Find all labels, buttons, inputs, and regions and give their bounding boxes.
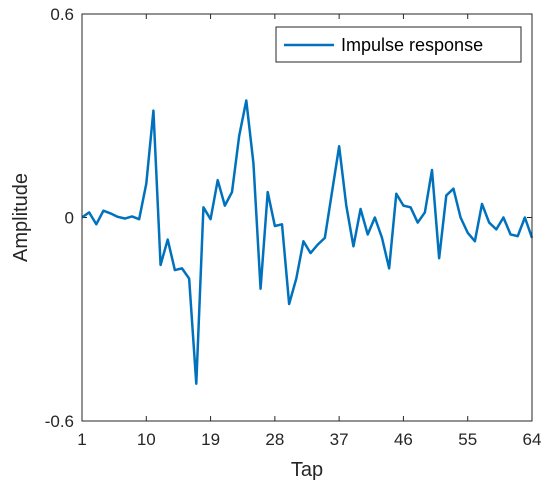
x-axis-label: Tap [291, 459, 323, 481]
legend-entry-impulse-response: Impulse response [341, 35, 483, 55]
x-tick-label-28: 28 [265, 430, 284, 449]
y-tick-label-2: 0.6 [50, 5, 74, 24]
tick-labels: 1 10 19 28 37 46 55 64 -0.6 0 0.6 [45, 5, 542, 449]
series-line-0 [81, 99, 534, 385]
legend: Impulse response [275, 26, 522, 63]
x-tick-label-19: 19 [201, 430, 220, 449]
x-tick-label-64: 64 [523, 430, 542, 449]
x-tick-label-1: 1 [77, 430, 86, 449]
y-tick-label-1: 0 [65, 209, 74, 228]
plot-frame [81, 13, 533, 422]
x-tick-label-55: 55 [458, 430, 477, 449]
series-group [81, 99, 534, 385]
x-tick-label-46: 46 [394, 430, 413, 449]
plot-area [82, 14, 532, 421]
y-axis-label: Amplitude [10, 173, 32, 262]
x-tick-label-37: 37 [330, 430, 349, 449]
y-tick-label-0: -0.6 [45, 412, 74, 431]
x-tick-label-10: 10 [137, 430, 156, 449]
